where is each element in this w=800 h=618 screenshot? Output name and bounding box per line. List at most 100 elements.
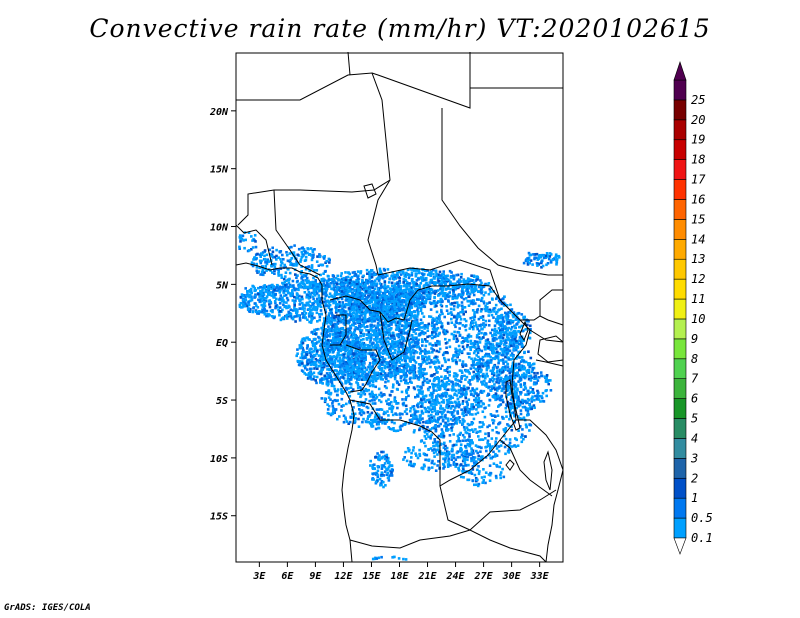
rain-cell — [417, 306, 421, 309]
rain-cell — [426, 273, 430, 277]
rain-cell — [253, 287, 257, 290]
rain-cell — [476, 298, 479, 301]
rain-cell — [325, 264, 329, 268]
rain-cell — [353, 336, 356, 340]
rain-cell — [362, 365, 365, 369]
rain-cell — [376, 306, 379, 309]
rain-cell — [481, 315, 485, 318]
rain-cell — [370, 293, 374, 296]
rain-cell — [376, 302, 380, 305]
rain-cell — [375, 346, 379, 350]
rain-cell — [378, 319, 381, 323]
rain-cell — [415, 284, 419, 287]
rain-cell — [378, 269, 382, 273]
rain-cell — [387, 362, 391, 365]
rain-cell — [332, 318, 335, 321]
rain-cell — [439, 303, 443, 306]
rain-cell — [308, 351, 312, 354]
rain-cell — [329, 357, 332, 360]
rain-cell — [422, 350, 426, 353]
rain-cell — [378, 340, 381, 343]
rain-cell — [478, 329, 481, 333]
rain-cell — [328, 371, 332, 375]
rain-cell — [357, 301, 361, 304]
rain-cell — [364, 299, 368, 303]
rain-cell — [341, 287, 344, 290]
rain-cell — [312, 276, 315, 280]
rain-cell — [348, 281, 352, 285]
rain-cell — [308, 361, 312, 365]
rain-cell — [248, 310, 252, 313]
rain-cell — [271, 283, 274, 287]
rain-cell — [307, 312, 311, 315]
rain-cell — [381, 321, 385, 325]
rain-cell — [307, 291, 311, 294]
rain-cell — [510, 352, 514, 355]
rain-cell — [484, 308, 488, 311]
rain-cell — [399, 270, 402, 273]
rain-cell — [378, 309, 381, 312]
rain-cell — [391, 374, 394, 378]
rain-cell — [348, 320, 351, 323]
rain-cell — [300, 369, 304, 372]
rain-cell — [323, 358, 327, 361]
rain-cell — [266, 291, 270, 295]
rain-cell — [378, 276, 381, 280]
rain-cell — [358, 346, 362, 350]
rain-cell — [393, 307, 397, 310]
rain-cell — [457, 293, 461, 296]
rain-cell — [283, 294, 286, 297]
rain-cell — [256, 306, 260, 309]
rain-cell — [460, 371, 464, 374]
rain-cell — [330, 381, 334, 385]
rain-cell — [485, 366, 489, 369]
rain-cell — [380, 296, 383, 299]
rain-cell — [366, 344, 370, 347]
rain-cell — [442, 273, 445, 276]
rain-cell — [374, 296, 378, 300]
rain-cell — [335, 337, 338, 340]
rain-cell — [437, 275, 441, 279]
rain-cell — [252, 285, 256, 289]
rain-cell — [379, 315, 383, 319]
rain-cell — [364, 343, 367, 347]
rain-cell — [293, 244, 296, 247]
rain-cell — [454, 347, 457, 351]
rain-cell — [319, 344, 322, 348]
rain-cell — [451, 297, 454, 300]
rain-cell — [354, 326, 357, 329]
rain-cell — [253, 296, 256, 299]
rain-cell — [387, 365, 390, 369]
rain-cell — [360, 342, 363, 346]
rain-cell — [352, 317, 355, 321]
rain-cell — [396, 353, 399, 356]
rain-cell — [422, 368, 426, 371]
rain-cell — [401, 312, 404, 316]
rain-cell — [277, 274, 280, 277]
rain-cell — [338, 301, 341, 304]
rain-cell — [439, 292, 442, 295]
rain-cell — [477, 345, 480, 349]
rain-cell — [440, 281, 444, 285]
rain-cell — [349, 324, 352, 328]
rain-cell — [305, 276, 309, 280]
rain-cell — [337, 319, 341, 322]
rain-cell — [324, 292, 328, 296]
rain-cell — [254, 293, 257, 296]
rain-cell — [472, 370, 475, 374]
rain-cell — [346, 374, 350, 377]
rain-cell — [309, 293, 312, 296]
rain-cell — [420, 300, 424, 304]
rain-cell — [326, 339, 330, 342]
rain-cell — [348, 374, 352, 377]
rain-cell — [319, 342, 323, 346]
rain-cell — [289, 308, 293, 311]
rain-cell — [424, 355, 427, 359]
rain-cell — [310, 360, 314, 364]
rain-cell — [311, 302, 314, 305]
rain-cell — [410, 306, 414, 309]
rain-cell — [327, 278, 331, 281]
rain-cell — [277, 308, 280, 312]
rain-cell — [315, 274, 318, 278]
rain-cell — [449, 281, 452, 284]
